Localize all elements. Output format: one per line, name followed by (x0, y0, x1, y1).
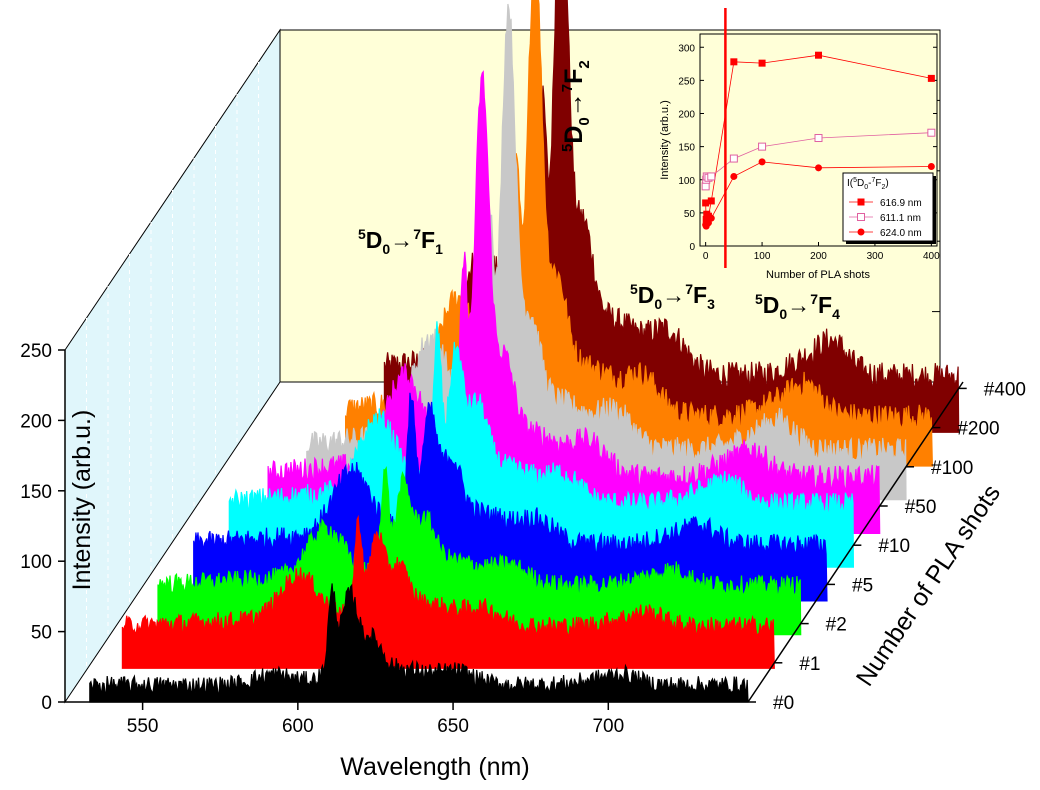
svg-text:5D0→7F3: 5D0→7F3 (630, 281, 715, 312)
inset-y-tick-label: 50 (684, 209, 696, 220)
y-tick-label: 100 (20, 552, 52, 573)
inset-point (707, 214, 715, 222)
annotation-f2: 5D0→7F2 (559, 60, 593, 152)
y-axis-ticks: 0 50 100 150 200 250 (20, 341, 65, 714)
z-tick-label: #200 (957, 419, 999, 440)
svg-text:5D0→7F4: 5D0→7F4 (755, 291, 840, 322)
inset-point (701, 182, 710, 191)
legend-label: 611.1 nm (880, 213, 921, 224)
inset-point (707, 197, 715, 205)
annotation-f3: 5D0→7F3 (630, 281, 715, 312)
inset-y-tick-label: 250 (678, 76, 695, 87)
legend-marker (857, 198, 865, 206)
inset-legend-title: I(5D0-7F2) (847, 177, 889, 191)
inset-x-label: Number of PLA shots (766, 269, 870, 281)
inset-point (815, 164, 822, 172)
z-tick-label: #5 (852, 575, 873, 596)
svg-text:5D0→7F2: 5D0→7F2 (559, 60, 593, 152)
x-tick-label: 700 (592, 716, 624, 737)
legend-marker (857, 213, 865, 221)
inset-ticks: 0 100 200 300 400 0 50 100 150 200 250 300 (678, 43, 940, 262)
inset-legend-shadow-r (933, 176, 936, 244)
inset-legend-entries: 616.9 nm 611.1 nm 624.0 nm (849, 198, 922, 239)
spectrum-shot-5 (193, 392, 828, 602)
annotation-f1: 5D0→7F1 (358, 226, 443, 257)
y-tick-label: 50 (31, 623, 52, 644)
inset-point (758, 158, 766, 166)
inset-legend-shadow-b (846, 241, 936, 244)
inset-point (814, 134, 823, 143)
inset-series (701, 51, 936, 230)
inset-point (927, 74, 935, 82)
inset-y-tick-label: 300 (678, 43, 695, 54)
inset-point (758, 59, 766, 67)
spectrum-shot-1 (121, 514, 775, 669)
inset-x-tick-label: 0 (703, 251, 709, 262)
inset-y-tick-label: 100 (678, 176, 695, 187)
legend-label: 616.9 nm (880, 198, 922, 209)
legend-marker (857, 228, 865, 236)
x-tick-label: 650 (437, 716, 469, 737)
x-axis-label: Wavelength (nm) (340, 753, 529, 781)
x-tick-label: 600 (282, 716, 314, 737)
z-axis-line (747, 381, 964, 703)
legend-label: 624.0 nm (880, 228, 922, 239)
wall-grid (86, 62, 259, 670)
x-tick-label: 550 (127, 716, 159, 737)
y-tick-label: 0 (41, 693, 52, 714)
inset-point (702, 199, 710, 207)
z-tick-label: #50 (905, 497, 937, 518)
y-axis-label: Intensity (arb.u.) (68, 410, 96, 591)
inset-y-tick-label: 200 (678, 110, 695, 121)
z-tick-label: #1 (799, 654, 820, 675)
inset-point (758, 142, 767, 151)
inset-point (927, 128, 936, 137)
inset-x-tick-label: 400 (923, 251, 940, 262)
spectrum-shot-0 (89, 583, 749, 703)
z-tick-label: #400 (984, 379, 1026, 400)
spectra-group (89, 0, 960, 703)
inset-y-label: Intensity (arb.u.) (659, 100, 671, 179)
inset-point (729, 154, 738, 163)
inset-x-tick-label: 300 (867, 251, 884, 262)
inset-y-tick-label: 150 (678, 143, 695, 154)
inset-point (730, 58, 738, 66)
inset-point (730, 172, 738, 180)
z-tick-label: #2 (826, 615, 847, 636)
x-axis-ticks: 550 600 650 700 (127, 702, 624, 737)
inset-y-tick-label: 0 (689, 242, 695, 253)
inset-x-tick-label: 200 (810, 251, 827, 262)
annotation-f4: 5D0→7F4 (755, 291, 840, 322)
inset-point (707, 172, 716, 181)
y-tick-label: 200 (20, 411, 52, 432)
inset-x-tick-label: 100 (754, 251, 771, 262)
z-tick-label: #0 (773, 693, 794, 714)
inset-legend: I(5D0-7F2) 616.9 nm 611.1 nm 624.0 nm (842, 172, 936, 244)
z-tick-label: #10 (878, 536, 910, 557)
z-tick-label: #100 (931, 458, 973, 479)
z-axis-ticks: #0#1 #2#5#10 #50 #100 #200 #400 (748, 379, 1026, 714)
svg-text:5D0→7F1: 5D0→7F1 (358, 226, 443, 257)
inset-point (927, 163, 935, 170)
y-tick-label: 250 (20, 341, 52, 362)
y-tick-label: 150 (20, 482, 52, 503)
inset-chart: 0 100 200 300 400 0 50 100 150 200 250 300 Number o… (659, 33, 940, 281)
inset-point (815, 51, 822, 59)
